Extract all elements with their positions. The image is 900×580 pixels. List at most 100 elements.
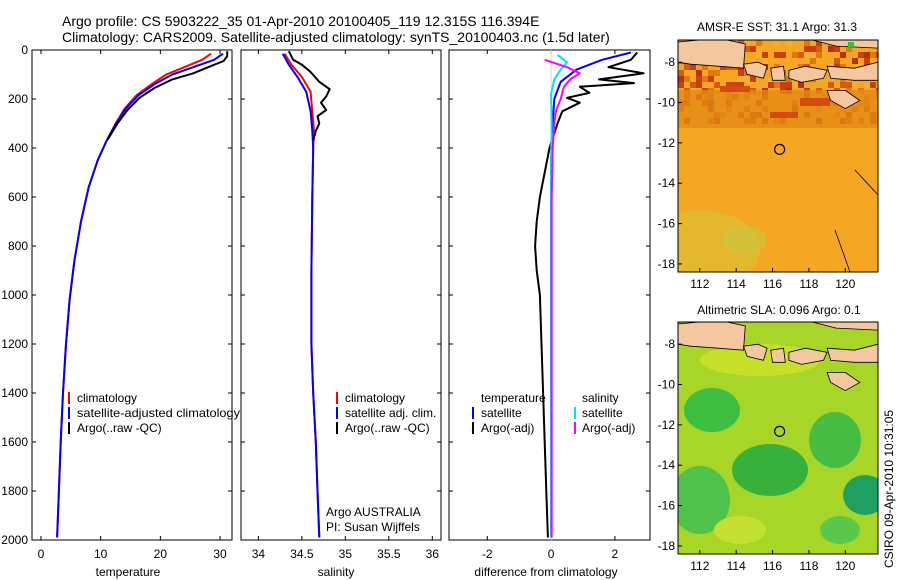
salinity-legend: climatology satellite adj. clim. Argo(..… [336,391,436,435]
land-island [812,322,878,331]
sst-grid-cell [750,46,756,52]
header-line-2: Climatology: CARS2009. Satellite-adjuste… [62,29,610,45]
y-tick-label: 1000 [1,288,28,302]
sst-grid-cell [738,70,744,76]
legend-title-temperature: temperature [481,391,546,405]
sst-grid-cell [804,40,810,46]
x-tick-label: 34.5 [290,547,314,561]
x-tick-label: 116 [763,559,782,573]
sst-grid-cell [786,76,792,82]
sla-low-region [809,412,861,468]
sst-grid-cell [768,76,774,82]
sst-grid-cell [696,70,702,76]
y-tick-label: -8 [664,337,675,351]
series-line-argo-raw-qc- [106,51,229,140]
x-tick-label: 118 [799,277,818,291]
sst-grid-cell [846,82,852,88]
sst-grid-cell [870,82,876,88]
y-tick-label: 400 [8,141,28,155]
x-tick-label: 35 [339,547,353,561]
sst-coastline [834,229,851,272]
sst-grid-cell [798,82,804,88]
sst-grid-cell [852,82,858,88]
x-tick-label: 30 [213,547,227,561]
sst-grid-cell [864,82,870,88]
x-tick-label: 34 [252,547,266,561]
sst-grid-cell [870,52,876,58]
land-island [812,40,878,49]
y-tick-label: 200 [8,92,28,106]
sst-grid-cell [696,82,702,88]
y-tick-label: -16 [658,217,676,231]
land-island [826,61,878,81]
x-tick-label: 116 [763,277,782,291]
sst-grid-cell [690,82,696,88]
sst-grid-cell [720,64,726,70]
land-island [678,40,746,69]
y-tick-label: 1600 [1,435,28,449]
salinity-xlabel: salinity [318,565,355,579]
credit-timestamp: CSIRO 09-Apr-2010 10:31:05 [882,410,896,568]
argo-location-marker [774,425,786,437]
x-tick-label: 35.5 [377,547,401,561]
sst-map-panel: AMSR-E SST: 31.1 Argo: 31.3 112 114 116 118… [658,20,879,291]
x-tick-label: -2 [482,547,493,561]
legend-label-satellite-adjusted: satellite-adjusted climatology [77,406,240,420]
sst-grid-cell [732,82,738,88]
land-island [826,343,878,363]
sst-grid-cell [792,82,798,88]
sst-grid-cell [678,82,684,88]
sla-high-region [714,516,766,544]
legend-label-argo: Argo(..raw -QC) [345,421,430,435]
x-tick-label: 2 [612,547,619,561]
sst-grid-cell [678,70,684,76]
sst-grid-cell [774,52,780,58]
difference-panel: -2 0 2 difference from climatology tempera… [448,49,651,579]
sst-grid-cell [684,64,690,70]
temperature-xlabel: temperature [96,565,161,579]
pi-label: PI: Susan Wijffels [326,520,420,534]
legend-label-temp-satellite: satellite [481,406,522,420]
sst-grid-cell [816,52,822,58]
argo-location-marker [774,143,786,155]
land-island [770,347,786,363]
x-tick-label: 0 [548,547,555,561]
y-tick-label: 2000 [1,533,28,547]
temperature-legend: climatology satellite-adjusted climatolo… [68,391,240,435]
x-tick-label: 112 [690,277,709,291]
sst-grid-cell [750,76,756,82]
sst-grid-cell [798,52,804,58]
sst-grid-cell [834,58,840,64]
x-tick-label: 20 [154,547,168,561]
sst-grid-cell [762,52,768,58]
legend-label-climatology: climatology [345,391,405,405]
series-line-satellite-adj-clim- [281,53,321,538]
sst-grid-cell [756,52,762,58]
sst-grid-cell [792,52,798,58]
land-island [826,90,861,110]
x-tick-label: 10 [94,547,108,561]
sst-missing-cell [848,42,854,47]
sst-grid-cell [864,52,870,58]
sst-grid-cell [840,82,846,88]
y-tick-label: -8 [664,55,675,69]
series-line-salinity-argo-adj- [544,58,581,538]
sst-warm-patch [800,98,830,106]
sst-grid-cell [678,76,684,82]
sla-map-title: Altimetric SLA: 0.096 Argo: 0.1 [697,303,861,317]
sst-grid-cell [738,82,744,88]
legend-label-temp-argo: Argo(-adj) [481,421,534,435]
temperature-axes [31,49,233,541]
land-island [742,61,768,79]
sst-grid-cell [846,46,852,52]
sst-grid-cell [804,52,810,58]
sst-grid-cell [774,40,780,46]
sst-grid-cell [858,52,864,58]
sst-coastline [854,169,878,196]
difference-legend: temperature satellite Argo(-adj) salinit… [472,391,635,435]
sst-grid-cell [864,58,870,64]
sst-cool-region [723,226,767,254]
sst-grid-cell [744,46,750,52]
difference-axes [448,49,651,541]
